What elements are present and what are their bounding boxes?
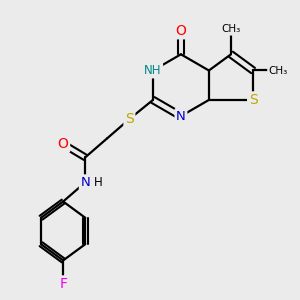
Text: N: N — [80, 176, 90, 189]
Text: NH: NH — [144, 64, 162, 77]
Text: CH₃: CH₃ — [221, 24, 241, 34]
Text: S: S — [125, 112, 134, 126]
Text: H: H — [94, 176, 103, 189]
Text: O: O — [176, 24, 186, 38]
Text: S: S — [249, 93, 257, 107]
Text: O: O — [58, 137, 69, 151]
Text: N: N — [176, 110, 186, 123]
Text: F: F — [59, 277, 67, 291]
Text: CH₃: CH₃ — [268, 65, 288, 76]
